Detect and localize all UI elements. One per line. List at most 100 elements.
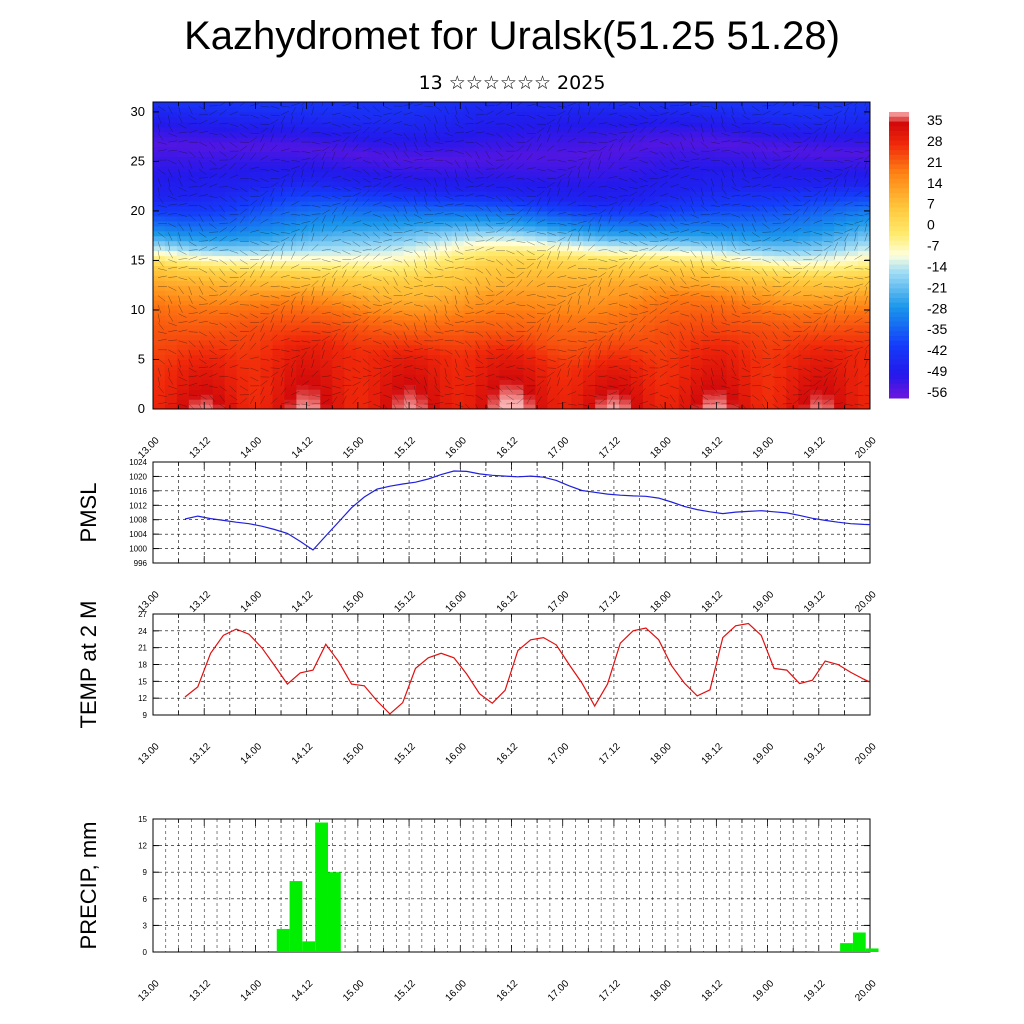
wind-barb (526, 269, 532, 278)
heatmap-cell (798, 270, 811, 276)
heatmap-cell (571, 146, 584, 153)
heatmap-cell (678, 121, 692, 128)
heatmap-cell (654, 196, 668, 202)
heatmap-cell (427, 349, 441, 356)
heatmap-cell (439, 196, 453, 202)
heatmap-cell (475, 394, 489, 400)
heatmap-cell (666, 270, 680, 276)
wind-barb (209, 205, 216, 213)
heatmap-cell (368, 305, 381, 311)
wind-barb (239, 132, 248, 139)
heatmap-cell (678, 146, 692, 153)
heatmap-cell (380, 270, 393, 276)
wind-barb (270, 196, 274, 206)
heatmap-cell (654, 161, 668, 167)
wind-barb (393, 174, 402, 179)
heatmap-cell (248, 364, 262, 370)
wind-barb (424, 331, 432, 338)
wind-barb (198, 268, 208, 273)
wind-barb (209, 294, 219, 296)
heatmap-cell (702, 379, 716, 385)
heatmap-cell (642, 126, 656, 133)
wind-barb (526, 178, 536, 183)
wind-barb (475, 295, 484, 301)
heatmap-cell (858, 235, 870, 242)
heatmap-cell (296, 166, 309, 172)
wind-barb (526, 325, 534, 332)
heatmap-cell (439, 102, 453, 108)
heatmap-cell (559, 201, 572, 207)
wind-barb (434, 232, 442, 239)
heatmap-cell (798, 235, 811, 242)
heatmap-cell (810, 176, 823, 182)
heatmap-cell (487, 270, 501, 276)
wind-barb (321, 259, 331, 263)
heatmap-cell (798, 230, 811, 237)
heatmap-cell (439, 146, 453, 153)
heatmap-cell (403, 201, 417, 207)
heatmap-cell (523, 220, 536, 227)
heatmap-cell (595, 196, 608, 202)
wind-barb (373, 304, 383, 306)
heatmap-cell (188, 205, 202, 212)
wind-barb (219, 362, 228, 369)
heatmap-cell (678, 205, 692, 212)
wind-barb (239, 334, 248, 341)
heatmap-cell (212, 379, 226, 385)
heatmap-cell (654, 201, 668, 207)
heatmap-cell (786, 314, 799, 321)
heatmap-cell (487, 166, 501, 172)
heatmap-cell (487, 344, 501, 351)
heatmap-cell (439, 329, 453, 336)
wind-barb (413, 340, 423, 346)
heatmap-cell (631, 285, 644, 291)
wind-barb (249, 269, 255, 278)
chart-title: Kazhydromet for Uralsk(51.25 51.28) (184, 14, 840, 58)
heatmap-cell (738, 225, 752, 232)
heatmap-cell (308, 201, 321, 207)
heatmap-cell (332, 220, 345, 227)
wind-barb (414, 222, 424, 224)
wind-barb (219, 205, 226, 213)
heatmap-cell (547, 126, 560, 133)
heatmap-cell (344, 196, 357, 202)
wind-barb (280, 300, 289, 305)
heatmap-cell (762, 344, 775, 351)
heatmap-cell (511, 394, 525, 400)
heatmap-cell (344, 369, 357, 375)
heatmap-cell (475, 141, 489, 148)
heatmap-cell (642, 106, 656, 113)
heatmap-cell (798, 305, 811, 311)
heatmap-cell (631, 196, 644, 202)
heatmap-cell (726, 196, 740, 202)
heatmap-cell (164, 300, 178, 306)
heatmap-cell (427, 230, 441, 237)
heatmap-cell (200, 225, 214, 232)
wind-barb (219, 109, 227, 116)
heatmap-cell (535, 324, 548, 331)
wind-barb (444, 105, 449, 115)
heatmap-cell (607, 280, 620, 286)
heatmap-cell (176, 354, 190, 361)
heatmap-cell (272, 394, 286, 400)
heatmap-cell (642, 379, 656, 385)
heatmap-cell (654, 404, 668, 409)
heatmap-cell (188, 116, 202, 123)
heatmap-cell (248, 339, 262, 346)
heatmap-cell (583, 404, 596, 409)
heatmap-cell (846, 161, 859, 167)
heatmap-cell (188, 369, 202, 375)
wind-barb (475, 331, 484, 337)
heatmap-cell (810, 151, 823, 158)
wind-barb (301, 368, 305, 377)
heatmap-cell (559, 176, 572, 182)
heatmap-cell (559, 220, 572, 227)
heatmap-cell (153, 111, 166, 118)
wind-barb (444, 259, 454, 263)
heatmap-cell (439, 215, 453, 222)
wind-barb (229, 394, 238, 401)
heatmap-cell (607, 270, 620, 276)
heatmap-cell (164, 220, 178, 227)
heatmap-cell (224, 404, 238, 409)
wind-barb (291, 403, 301, 406)
